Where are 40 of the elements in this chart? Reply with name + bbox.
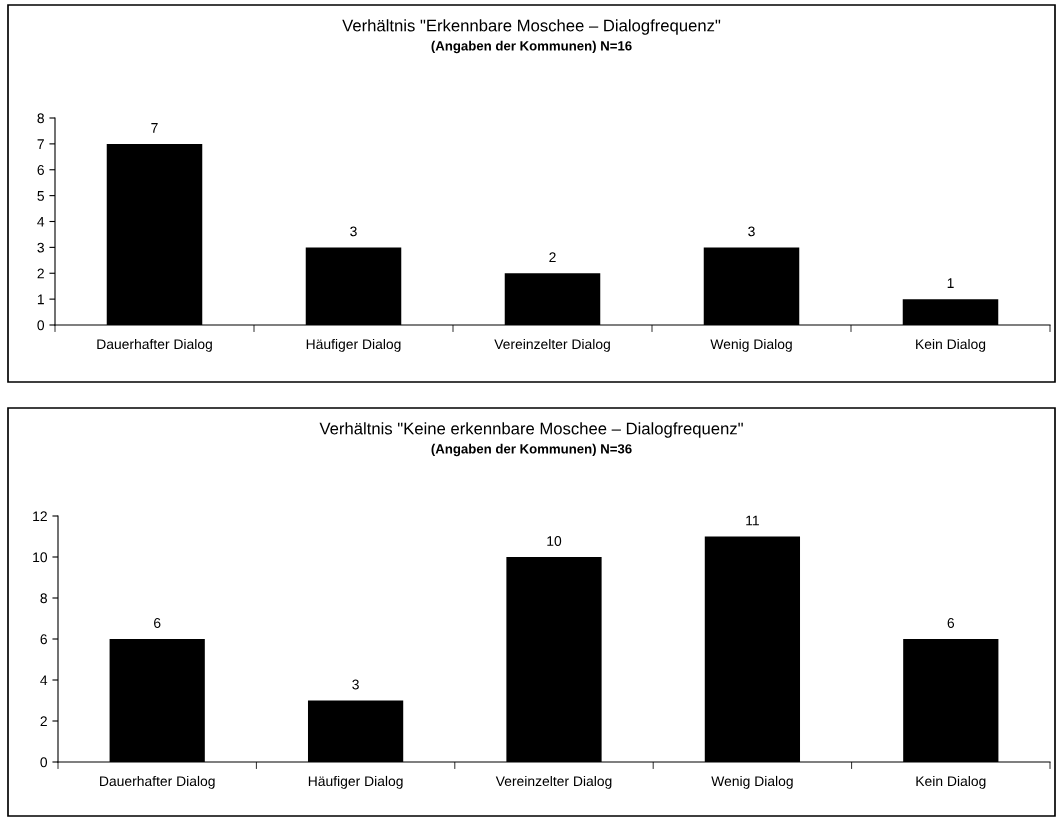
data-label: 10 <box>547 536 562 546</box>
data-label: 3 <box>748 226 755 237</box>
chart-title: Verhältnis "Keine erkennbare Moschee – Dialogfrequenz" <box>319 422 743 438</box>
y-tick-label: 12 <box>33 511 47 522</box>
x-tick-label: Kein Dialog <box>916 338 986 352</box>
x-tick-label: Vereinzelter Dialog <box>494 338 610 352</box>
data-label: 1 <box>947 278 954 288</box>
y-tick-label: 3 <box>37 242 44 253</box>
x-tick-label: Kein Dialog <box>916 775 986 789</box>
x-tick-label: Vereinzelter Dialog <box>495 775 612 789</box>
y-tick-label: 10 <box>33 552 48 563</box>
x-tick-label: Häufiger Dialog <box>308 775 403 789</box>
x-tick-label: Dauerhafter Dialog <box>97 338 212 352</box>
y-tick-label: 0 <box>40 757 48 768</box>
y-tick-label: 5 <box>37 191 44 201</box>
chart-subtitle: (Angaben der Kommunen) N=36 <box>431 443 632 457</box>
y-tick-label: 2 <box>40 716 47 727</box>
x-tick-label: Wenig Dialog <box>711 775 793 789</box>
x-tick-label: Dauerhafter Dialog <box>100 775 215 789</box>
y-tick-label: 8 <box>37 113 44 124</box>
y-tick-label: 8 <box>40 593 47 604</box>
data-label: 2 <box>549 252 556 263</box>
chart-subtitle: (Angaben der Kommunen) N=16 <box>431 40 632 54</box>
data-label: 6 <box>947 618 955 628</box>
y-tick-label: 4 <box>40 675 48 686</box>
data-label: 6 <box>154 618 161 628</box>
y-tick-label: 6 <box>40 634 47 645</box>
y-tick-label: 4 <box>37 216 45 227</box>
data-label: 11 <box>746 515 759 526</box>
chart-title: Verhältnis "Erkennbare Moschee – Dialogfrequenz" <box>342 19 721 35</box>
x-tick-label: Wenig Dialog <box>710 338 792 352</box>
data-label: 7 <box>151 123 158 133</box>
y-tick-label: 7 <box>37 139 44 149</box>
y-tick-label: 6 <box>37 165 44 175</box>
y-tick-label: 0 <box>37 320 45 331</box>
y-tick-label: 2 <box>37 268 44 279</box>
x-tick-label: Häufiger Dialog <box>306 338 401 352</box>
data-label: 3 <box>350 226 357 237</box>
y-tick-label: 1 <box>37 294 44 305</box>
data-label: 3 <box>352 679 359 690</box>
